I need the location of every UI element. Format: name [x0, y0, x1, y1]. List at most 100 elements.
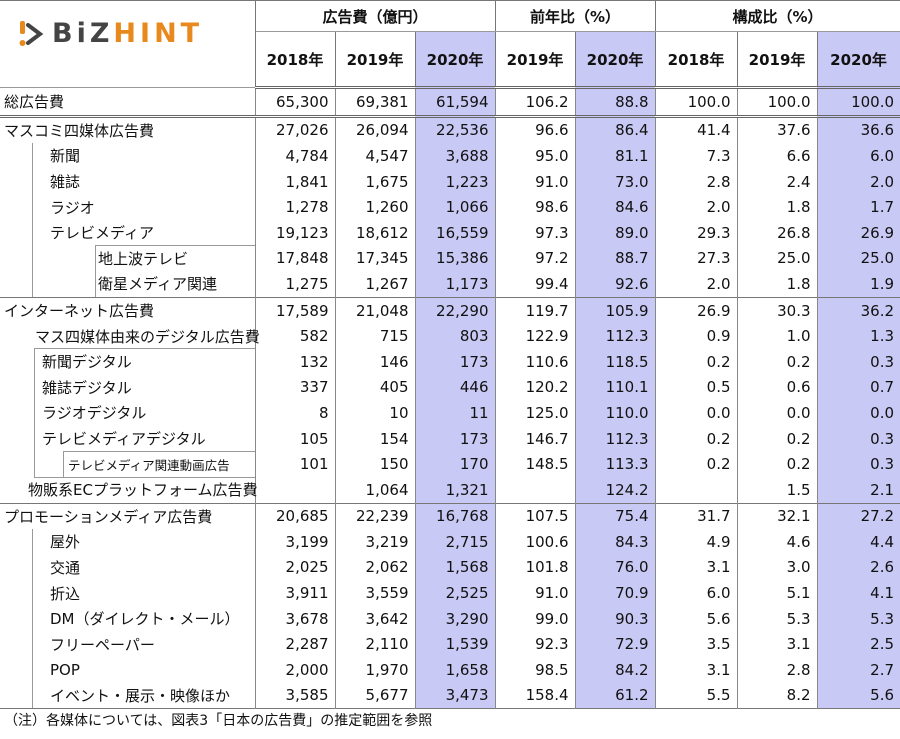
value-cell: 2.0: [816, 168, 900, 195]
value-cell: 27.3: [654, 245, 738, 272]
value-cell: 132: [254, 348, 335, 375]
value-cell: 8: [254, 400, 335, 426]
divider: [34, 348, 255, 349]
value-cell: 1.8: [736, 271, 818, 298]
table-row: 屋外 3,199 3,219 2,715 100.6 84.3 4.9 4.6 4.4: [0, 529, 900, 555]
value-cell: 158.4: [494, 682, 576, 709]
value-cell: 119.7: [494, 296, 576, 324]
value-cell: 3,473: [414, 682, 496, 709]
value-cell: 100.0: [654, 87, 738, 117]
value-cell: 84.3: [574, 529, 656, 555]
value-cell: 6.0: [654, 580, 738, 606]
value-cell: 18,612: [334, 219, 415, 246]
value-cell: 1,278: [254, 194, 335, 220]
value-cell: 88.7: [574, 245, 656, 272]
value-cell: 15,386: [414, 245, 496, 272]
bizhint-logo: BiZHINT: [18, 16, 212, 51]
value-cell: 100.6: [494, 529, 576, 555]
value-cell: 4.1: [816, 580, 900, 606]
table-row: 衛星メディア関連 1,275 1,267 1,173 99.4 92.6 2.0 1.8 1.9: [0, 271, 900, 298]
value-cell: 3.1: [654, 554, 738, 581]
value-cell: 2,287: [254, 631, 335, 658]
value-cell: 29.3: [654, 219, 738, 246]
year-header: 2018年: [254, 31, 336, 89]
value-cell: 0.9: [654, 323, 738, 349]
value-cell: [494, 476, 576, 503]
value-cell: 0.3: [816, 425, 900, 452]
value-cell: 124.2: [574, 476, 656, 503]
value-cell: 10: [334, 400, 415, 426]
value-cell: 4,784: [254, 143, 335, 169]
value-cell: 19,123: [254, 219, 335, 246]
value-cell: 100.0: [736, 87, 818, 117]
table-row: テレビメディア関連動画広告 101 150 170 148.5 113.3 0.2 0.2 0.…: [0, 451, 900, 477]
value-cell: 5.3: [816, 605, 900, 632]
value-cell: 72.9: [574, 631, 656, 658]
value-cell: [254, 476, 335, 503]
group-header-ad-cost: 広告費（億円）: [254, 0, 496, 32]
table-row: 総広告費 65,300 69,381 61,594 106.2 88.8 100.0 100.…: [0, 87, 900, 117]
value-cell: 113.3: [574, 451, 656, 477]
divider: [32, 529, 33, 708]
value-cell: 2.0: [654, 271, 738, 298]
table-row: 雑誌デジタル 337 405 446 120.2 110.1 0.5 0.6 0.7: [0, 374, 900, 401]
value-cell: 101.8: [494, 554, 576, 581]
value-cell: 81.1: [574, 143, 656, 169]
divider: [95, 245, 96, 297]
value-cell: 3,290: [414, 605, 496, 632]
value-cell: 5.3: [736, 605, 818, 632]
value-cell: 146: [334, 348, 415, 375]
value-cell: 3,642: [334, 605, 415, 632]
value-cell: 3.0: [736, 554, 818, 581]
value-cell: 91.0: [494, 168, 576, 195]
value-cell: 90.3: [574, 605, 656, 632]
value-cell: 1,223: [414, 168, 496, 195]
value-cell: 6.0: [816, 143, 900, 169]
table-row: テレビメディアデジタル 105 154 173 146.7 112.3 0.2 0.2 0.3: [0, 425, 900, 452]
year-header: 2019年: [736, 31, 818, 89]
value-cell: 2,110: [334, 631, 415, 658]
value-cell: 3,688: [414, 143, 496, 169]
value-cell: 150: [334, 451, 415, 477]
value-cell: 20,685: [254, 502, 335, 530]
value-cell: 3,219: [334, 529, 415, 555]
table-row: 交通 2,025 2,062 1,568 101.8 76.0 3.1 3.0 2.6: [0, 554, 900, 581]
value-cell: 73.0: [574, 168, 656, 195]
divider: [34, 477, 255, 478]
value-cell: 125.0: [494, 400, 576, 426]
value-cell: 36.6: [816, 115, 900, 144]
value-cell: 6.6: [736, 143, 818, 169]
row-label: マス四媒体由来のデジタル広告費: [35, 327, 260, 346]
value-cell: 69,381: [334, 87, 415, 117]
row-label: プロモーションメディア広告費: [0, 502, 255, 530]
value-cell: 97.3: [494, 219, 576, 246]
row-label: イベント・展示・映像ほか: [50, 686, 231, 705]
value-cell: 112.3: [574, 425, 656, 452]
value-cell: 27.2: [816, 502, 900, 530]
value-cell: 2.7: [816, 657, 900, 683]
row-label: 雑誌デジタル: [42, 378, 132, 397]
row-label: ラジオ: [50, 198, 95, 217]
value-cell: 1,260: [334, 194, 415, 220]
value-cell: 84.6: [574, 194, 656, 220]
value-cell: 26.9: [816, 219, 900, 246]
row-label: テレビメディア: [50, 224, 154, 243]
value-cell: 173: [414, 348, 496, 375]
value-cell: 17,589: [254, 296, 335, 324]
table-row: マス四媒体由来のデジタル広告費 582 715 803 122.9 112.3 0.9 1.0…: [0, 323, 900, 349]
value-cell: 1,066: [414, 194, 496, 220]
row-label: 総広告費: [0, 87, 255, 117]
value-cell: 1,267: [334, 271, 415, 298]
value-cell: 4.9: [654, 529, 738, 555]
value-cell: 1,321: [414, 476, 496, 503]
value-cell: 112.3: [574, 323, 656, 349]
value-cell: 8.2: [736, 682, 818, 709]
year-header: 2019年: [334, 31, 416, 89]
value-cell: 26.9: [654, 296, 738, 324]
value-cell: 25.0: [736, 245, 818, 272]
year-header: 2020年: [414, 31, 496, 89]
row-label: 雑誌: [50, 173, 81, 192]
row-label: 交通: [50, 558, 81, 577]
row-label: 地上波テレビ: [98, 249, 189, 268]
value-cell: 0.3: [816, 348, 900, 375]
